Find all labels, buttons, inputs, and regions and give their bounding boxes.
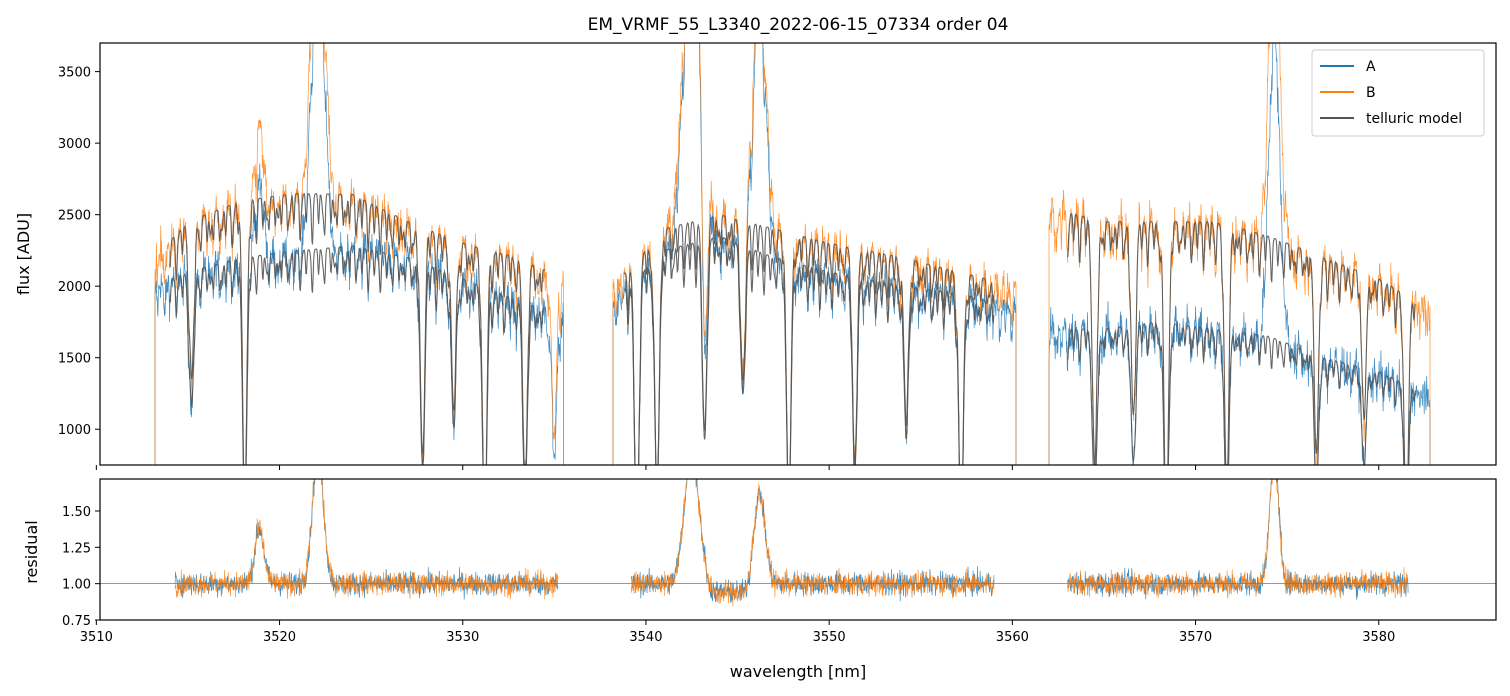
telluric-model-segment-3-a [1066, 321, 1416, 465]
telluric-model-segment-2-b [623, 215, 995, 465]
bottom-series-group [100, 479, 1496, 607]
top-x-ticks [95, 465, 1380, 470]
x-tick-label: 3580 [1362, 630, 1395, 645]
bottom-y-tick-label: 0.75 [62, 614, 91, 629]
residual-b-segment-2 [630, 479, 995, 607]
x-tick-label: 3520 [263, 630, 296, 645]
bottom-panel: 0.75 1.00 1.25 1.50 3510 3520 3530 3540 3550 356… [22, 478, 1497, 681]
top-y-axis: 1000 1500 2000 2500 3000 3500 [58, 66, 100, 438]
top-y-tick-label: 2500 [58, 209, 91, 224]
x-tick-label: 3540 [629, 630, 662, 645]
top-y-tick-label: 3000 [58, 137, 91, 152]
telluric-model-segment-3-b [1066, 213, 1416, 465]
bottom-y-tick-label: 1.00 [62, 578, 91, 593]
telluric-model-segment-1-b [169, 192, 546, 465]
x-tick-label: 3510 [80, 630, 113, 645]
legend-label-b: B [1366, 85, 1376, 101]
top-series-group [154, 43, 1431, 465]
legend-box [1311, 49, 1485, 137]
legend-label-telluric: telluric model [1366, 111, 1462, 127]
residual-b-segment-3 [1066, 479, 1409, 599]
top-y-tick-label: 3500 [58, 66, 91, 81]
residual-a-segment-2 [630, 479, 995, 603]
x-axis-label: wavelength [nm] [730, 662, 867, 681]
bottom-y-axis: 0.75 1.00 1.25 1.50 [62, 505, 100, 629]
bottom-x-axis: 3510 3520 3530 3540 3550 3560 3570 3580 [80, 620, 1395, 645]
telluric-model-segment-2-a [623, 237, 995, 465]
x-tick-label: 3530 [446, 630, 479, 645]
bottom-y-axis-label: residual [22, 520, 41, 583]
legend-label-a: A [1366, 59, 1376, 75]
chart-title: EM_VRMF_55_L3340_2022-06-15_07334 order … [588, 15, 1009, 35]
residual-b-segment-1 [174, 479, 559, 600]
top-y-tick-label: 1500 [58, 352, 91, 367]
top-y-axis-label: flux [ADU] [14, 213, 33, 295]
x-tick-label: 3560 [996, 630, 1029, 645]
legend: A B telluric model [1311, 49, 1485, 137]
top-panel-frame [99, 42, 1497, 466]
bottom-y-tick-label: 1.50 [62, 505, 91, 520]
top-y-tick-label: 2000 [58, 280, 91, 295]
top-panel: 1000 1500 2000 2500 3000 3500 flux [ADU] A B … [14, 42, 1497, 470]
top-y-tick-label: 1000 [58, 423, 91, 438]
bottom-y-tick-label: 1.25 [62, 541, 91, 556]
x-tick-label: 3570 [1179, 630, 1212, 645]
x-tick-label: 3550 [813, 630, 846, 645]
bottom-panel-frame [99, 478, 1497, 621]
